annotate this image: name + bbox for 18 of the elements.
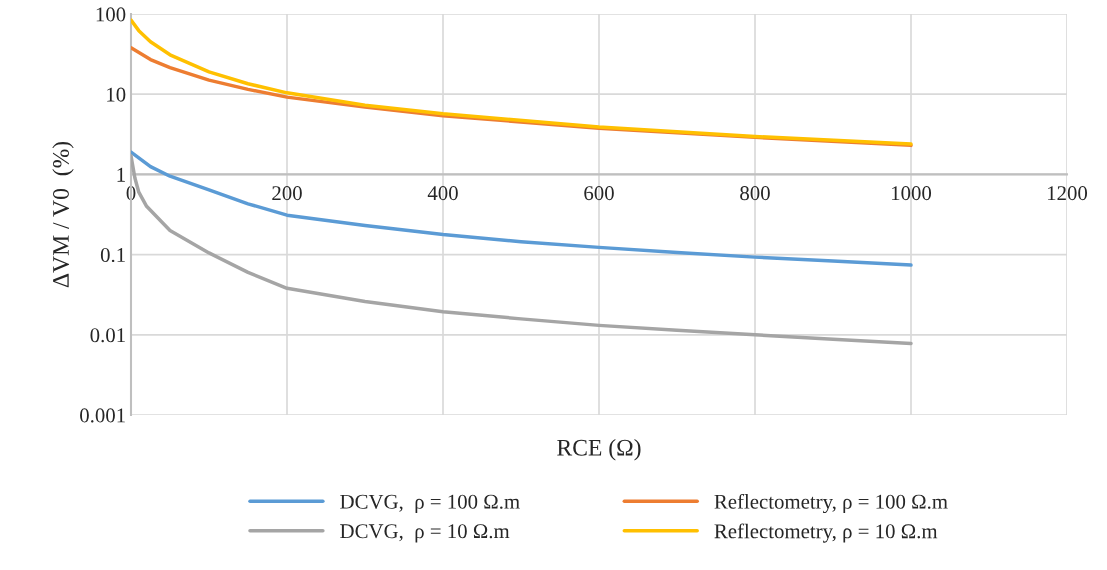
y-tick-label: 0.1 — [100, 247, 125, 263]
legend-label: Reflectometry, ρ = 10 Ω.m — [714, 523, 938, 543]
x-tick-label: 200 — [272, 186, 302, 201]
y-tick-label: 0.01 — [90, 328, 125, 343]
y-tick-label: 10 — [107, 87, 126, 102]
y-tick-label: 1 — [117, 167, 125, 182]
x-tick-label: 600 — [584, 186, 614, 201]
x-tick-label: 1000 — [892, 186, 932, 201]
x-tick-label: 1200 — [1048, 186, 1088, 201]
x-axis-title: RCE (Ω) — [557, 439, 641, 461]
x-tick-label: 400 — [427, 186, 458, 201]
y-tick-label: 100 — [96, 7, 126, 22]
legend-label: DCVG, ρ = 10 Ω.m — [340, 524, 510, 543]
y-tick-label: 0.001 — [80, 408, 125, 423]
legend-label: DCVG, ρ = 100 Ω.m — [340, 494, 520, 513]
x-tick-label: 800 — [740, 186, 770, 201]
legend-label: Reflectometry, ρ = 100 Ω.m — [714, 493, 948, 514]
y-axis-title: ΔVM / V0 (%) — [52, 141, 74, 288]
